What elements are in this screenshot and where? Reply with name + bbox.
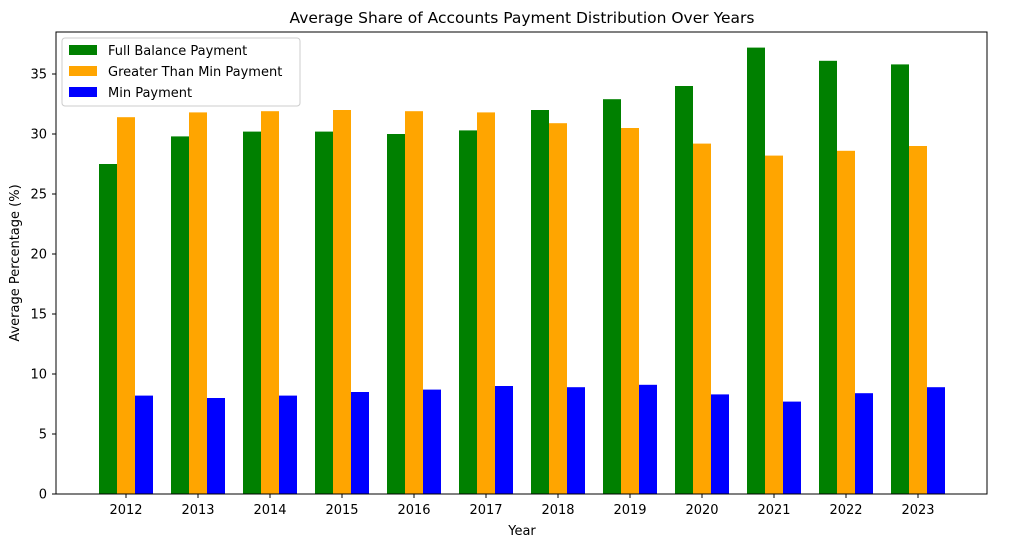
bar-min-payment-2021 — [783, 401, 801, 494]
x-tick-label: 2018 — [541, 503, 574, 518]
y-tick-label: 15 — [30, 308, 47, 323]
x-tick-label: 2017 — [469, 503, 502, 518]
bar-full-balance-payment-2023 — [891, 64, 909, 495]
bar-full-balance-payment-2022 — [819, 60, 837, 495]
x-tick-label: 2022 — [829, 503, 862, 518]
legend-swatch-greater-than-min — [69, 66, 97, 76]
bar-full-balance-payment-2021 — [747, 47, 765, 494]
y-tick-label: 30 — [30, 128, 47, 143]
y-tick-label: 35 — [30, 68, 47, 83]
x-tick-label: 2019 — [613, 503, 646, 518]
y-axis-label: Average Percentage (%) — [8, 184, 23, 341]
bar-greater-than-min-payment-2016 — [405, 111, 423, 494]
bar-min-payment-2017 — [495, 386, 513, 494]
bar-greater-than-min-payment-2018 — [549, 123, 567, 494]
bar-greater-than-min-payment-2023 — [909, 146, 927, 494]
bar-greater-than-min-payment-2022 — [837, 150, 855, 495]
plot-frame — [55, 31, 988, 495]
legend-swatch-full-balance — [69, 45, 97, 55]
x-tick-label: 2015 — [325, 503, 358, 518]
bar-greater-than-min-payment-2020 — [693, 143, 711, 494]
legend-label-min-payment: Min Payment — [108, 86, 192, 101]
bar-min-payment-2014 — [279, 395, 297, 494]
bar-greater-than-min-payment-2019 — [621, 128, 639, 494]
chart-title: Average Share of Accounts Payment Distri… — [290, 9, 755, 27]
bar-full-balance-payment-2012 — [99, 164, 117, 494]
bar-min-payment-2013 — [207, 398, 225, 494]
bar-min-payment-2012 — [135, 395, 153, 494]
bar-full-balance-payment-2016 — [387, 134, 405, 494]
x-axis: 2012 2013 2014 2015 2016 2017 2018 2019 2020 2021… — [109, 494, 935, 518]
y-axis: 0 5 10 15 20 25 30 35 — [30, 68, 56, 503]
y-tick-label: 25 — [30, 188, 47, 203]
bar-greater-than-min-payment-2021 — [765, 155, 783, 494]
x-tick-label: 2012 — [109, 503, 142, 518]
bar-min-payment-2023 — [927, 387, 945, 494]
bar-greater-than-min-payment-2015 — [333, 110, 351, 494]
bar-full-balance-payment-2017 — [459, 130, 477, 494]
x-axis-label: Year — [507, 524, 536, 539]
y-tick-label: 20 — [30, 248, 47, 263]
legend: Full Balance Payment Greater Than Min Pa… — [61, 37, 301, 107]
bar-min-payment-2019 — [639, 384, 657, 494]
bar-greater-than-min-payment-2012 — [117, 117, 135, 494]
legend-label-greater-than-min: Greater Than Min Payment — [108, 65, 282, 80]
bar-full-balance-payment-2018 — [531, 110, 549, 494]
x-tick-label: 2014 — [253, 503, 286, 518]
x-tick-label: 2013 — [181, 503, 214, 518]
legend-frame — [61, 37, 301, 107]
bar-full-balance-payment-2014 — [243, 131, 261, 494]
bar-min-payment-2020 — [711, 394, 729, 494]
x-tick-label: 2021 — [757, 503, 790, 518]
bar-full-balance-payment-2013 — [171, 136, 189, 494]
bar-min-payment-2018 — [567, 387, 585, 494]
x-tick-label: 2023 — [901, 503, 934, 518]
bar-full-balance-payment-2020 — [675, 86, 693, 494]
bar-min-payment-2015 — [351, 392, 369, 494]
bar-greater-than-min-payment-2017 — [477, 112, 495, 495]
y-tick-label: 0 — [39, 488, 47, 503]
legend-label-full-balance: Full Balance Payment — [108, 44, 247, 59]
y-tick-label: 5 — [39, 428, 47, 443]
x-tick-label: 2016 — [397, 503, 430, 518]
bar-greater-than-min-payment-2014 — [261, 111, 279, 494]
bar-min-payment-2022 — [855, 393, 873, 494]
x-tick-label: 2020 — [685, 503, 718, 518]
bar-full-balance-payment-2015 — [315, 131, 333, 494]
bar-full-balance-payment-2019 — [603, 99, 621, 494]
bars-group — [99, 47, 945, 495]
legend-swatch-min-payment — [69, 87, 97, 97]
y-tick-label: 10 — [30, 368, 47, 383]
bar-min-payment-2016 — [423, 389, 441, 494]
bar-greater-than-min-payment-2013 — [189, 112, 207, 495]
